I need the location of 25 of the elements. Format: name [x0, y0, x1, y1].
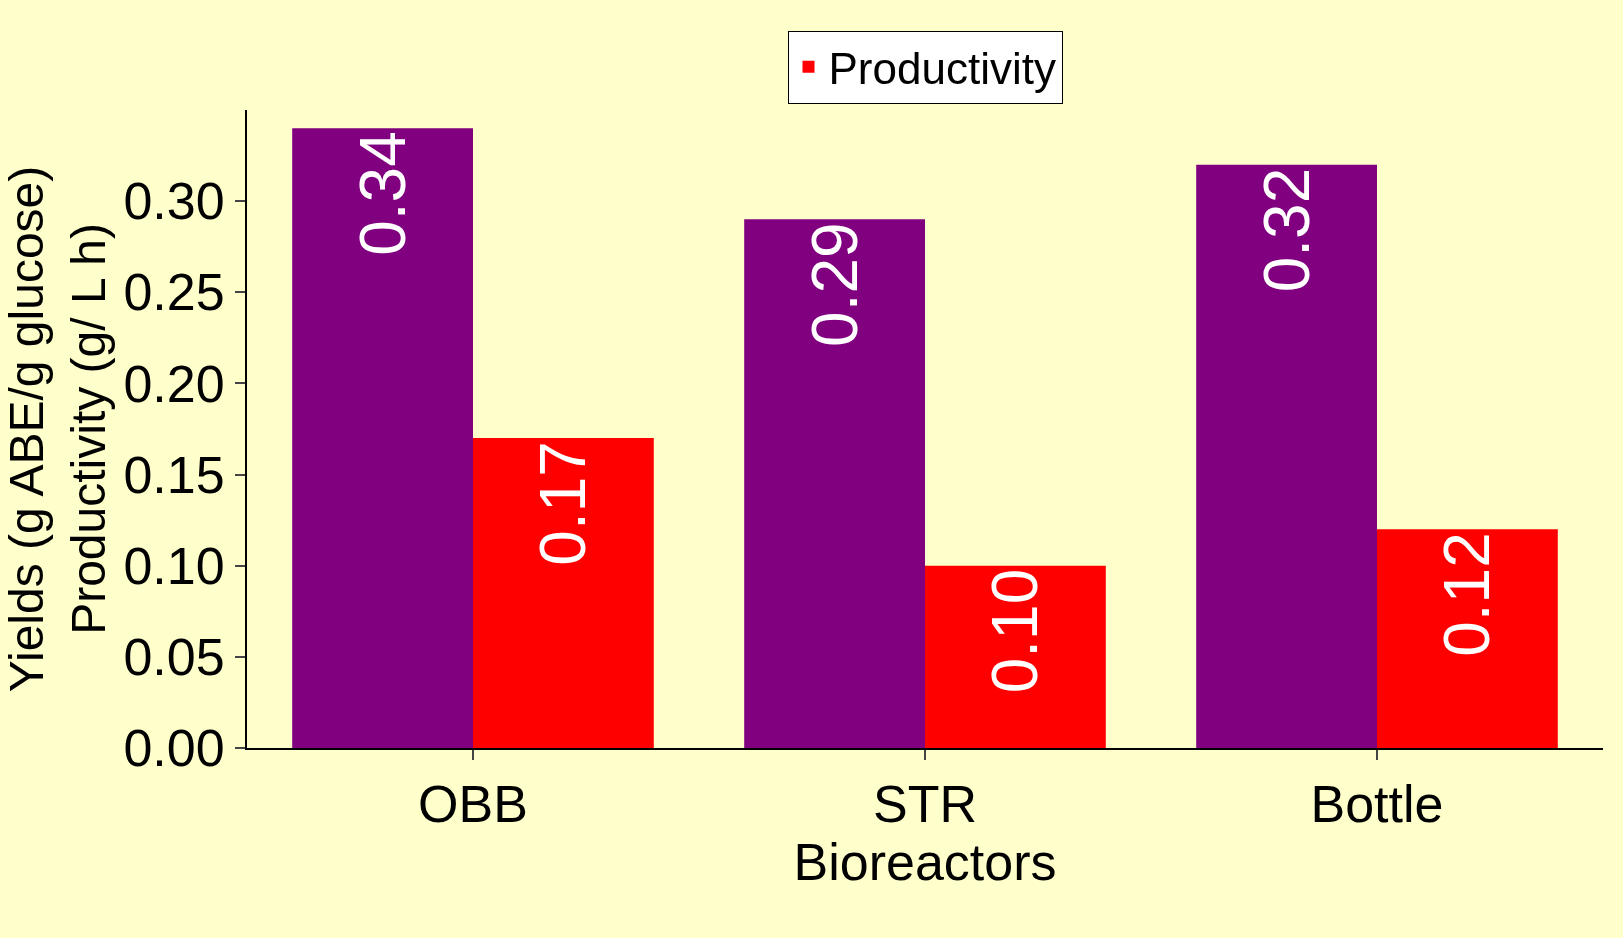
- bar: [1196, 164, 1377, 748]
- text: 0.34: [346, 131, 419, 256]
- x-tick-label: STR: [873, 775, 977, 834]
- y-tick-label: 0.00: [123, 719, 225, 778]
- x-axis-title: Bioreactors: [793, 833, 1057, 892]
- bar: [925, 565, 1106, 748]
- x-tick-label: OBB: [418, 775, 528, 834]
- text: 0.10: [979, 568, 1052, 694]
- bar: [1377, 529, 1558, 748]
- bar: [744, 219, 925, 748]
- x-tick-label: Bottle: [1310, 775, 1444, 834]
- y-tick-label: 0.30: [123, 172, 225, 231]
- text: 0.29: [798, 222, 871, 347]
- y-axis-title: Yields (g ABE/g glucose) Productivity (g/ L h): [0, 165, 116, 693]
- text: 0.32: [1250, 167, 1323, 293]
- text: 0.17: [527, 441, 600, 566]
- text: 0.12: [1431, 532, 1504, 657]
- bar: [473, 438, 654, 748]
- legend-label: Productivity: [828, 43, 1056, 93]
- y-tick-label: 0.20: [123, 354, 225, 413]
- y-tick-label: 0.10: [123, 536, 225, 595]
- y-tick-label: 0.15: [123, 445, 225, 504]
- bar: [292, 128, 473, 748]
- y-tick-label: 0.25: [123, 263, 225, 322]
- y-tick-label: 0.05: [123, 628, 225, 687]
